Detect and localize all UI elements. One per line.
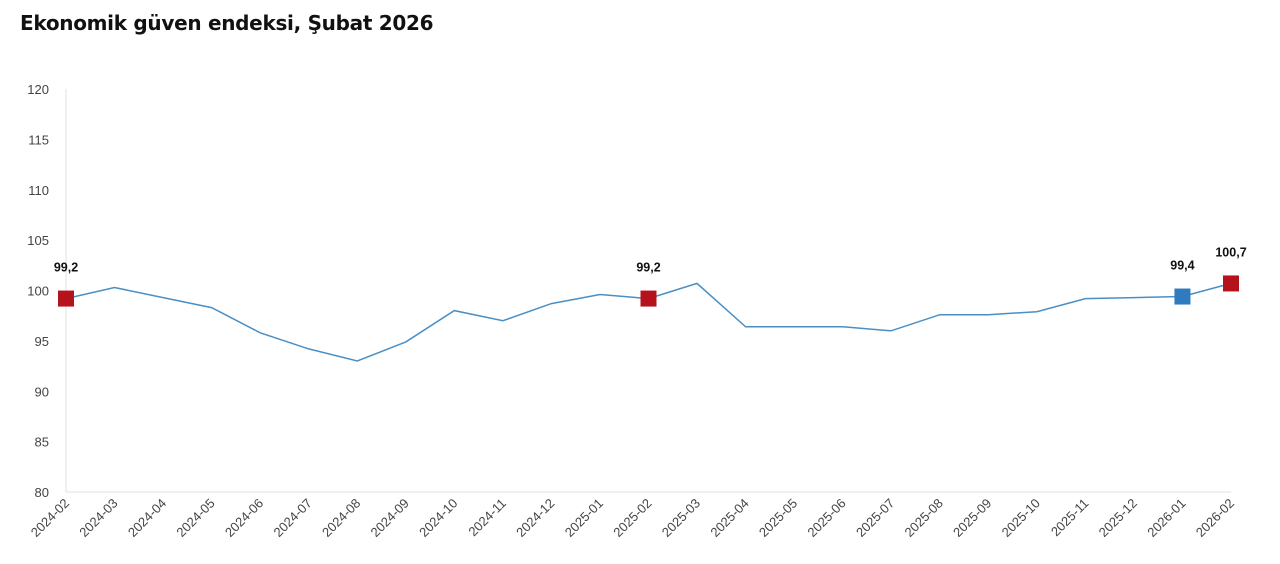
y-tick-label: 100 bbox=[27, 284, 49, 299]
x-tick-label: 2025-07 bbox=[853, 496, 897, 540]
x-tick-label: 2024-11 bbox=[465, 496, 509, 540]
y-tick-label: 115 bbox=[28, 132, 49, 147]
x-tick-label: 2024-05 bbox=[173, 496, 217, 540]
x-tick-label: 2025-04 bbox=[707, 496, 751, 540]
x-tick-label: 2024-08 bbox=[319, 496, 363, 540]
data-label: 100,7 bbox=[1215, 245, 1246, 259]
y-tick-label: 90 bbox=[35, 384, 49, 399]
x-tick-label: 2024-02 bbox=[28, 496, 72, 540]
highlight-marker bbox=[640, 290, 657, 307]
highlight-marker bbox=[58, 290, 74, 307]
x-tick-label: 2025-03 bbox=[659, 496, 703, 540]
highlight-marker bbox=[1223, 275, 1239, 292]
x-tick-label: 2025-11 bbox=[1048, 496, 1092, 540]
x-tick-label: 2026-01 bbox=[1144, 496, 1188, 540]
x-tick-label: 2025-08 bbox=[902, 496, 946, 540]
x-tick-label: 2025-02 bbox=[610, 496, 654, 540]
x-tick-label: 2024-09 bbox=[368, 496, 412, 540]
x-tick-label: 2024-04 bbox=[125, 496, 169, 540]
x-tick-label: 2024-03 bbox=[76, 496, 120, 540]
x-tick-label: 2025-09 bbox=[950, 496, 994, 540]
y-tick-label: 105 bbox=[27, 233, 49, 248]
x-tick-label: 2025-10 bbox=[999, 496, 1043, 540]
y-tick-label: 85 bbox=[35, 435, 49, 450]
data-label: 99,2 bbox=[54, 261, 78, 275]
data-label: 99,2 bbox=[636, 261, 660, 275]
data-label: 99,4 bbox=[1170, 259, 1194, 273]
x-tick-label: 2024-07 bbox=[270, 496, 314, 540]
x-tick-label: 2024-10 bbox=[416, 496, 460, 540]
x-tick-label: 2026-02 bbox=[1193, 496, 1237, 540]
highlight-marker bbox=[1174, 288, 1191, 305]
y-tick-label: 110 bbox=[28, 183, 49, 198]
y-tick-label: 80 bbox=[35, 485, 49, 500]
x-tick-label: 2024-12 bbox=[513, 496, 557, 540]
x-tick-label: 2025-06 bbox=[804, 496, 848, 540]
y-tick-label: 95 bbox=[35, 334, 49, 349]
x-tick-label: 2025-01 bbox=[562, 496, 606, 540]
x-tick-label: 2024-06 bbox=[222, 496, 266, 540]
y-tick-label: 120 bbox=[27, 82, 49, 97]
x-tick-label: 2025-05 bbox=[756, 496, 800, 540]
x-tick-label: 2025-12 bbox=[1096, 496, 1140, 540]
chart-title: Ekonomik güven endeksi, Şubat 2026 bbox=[20, 11, 434, 35]
